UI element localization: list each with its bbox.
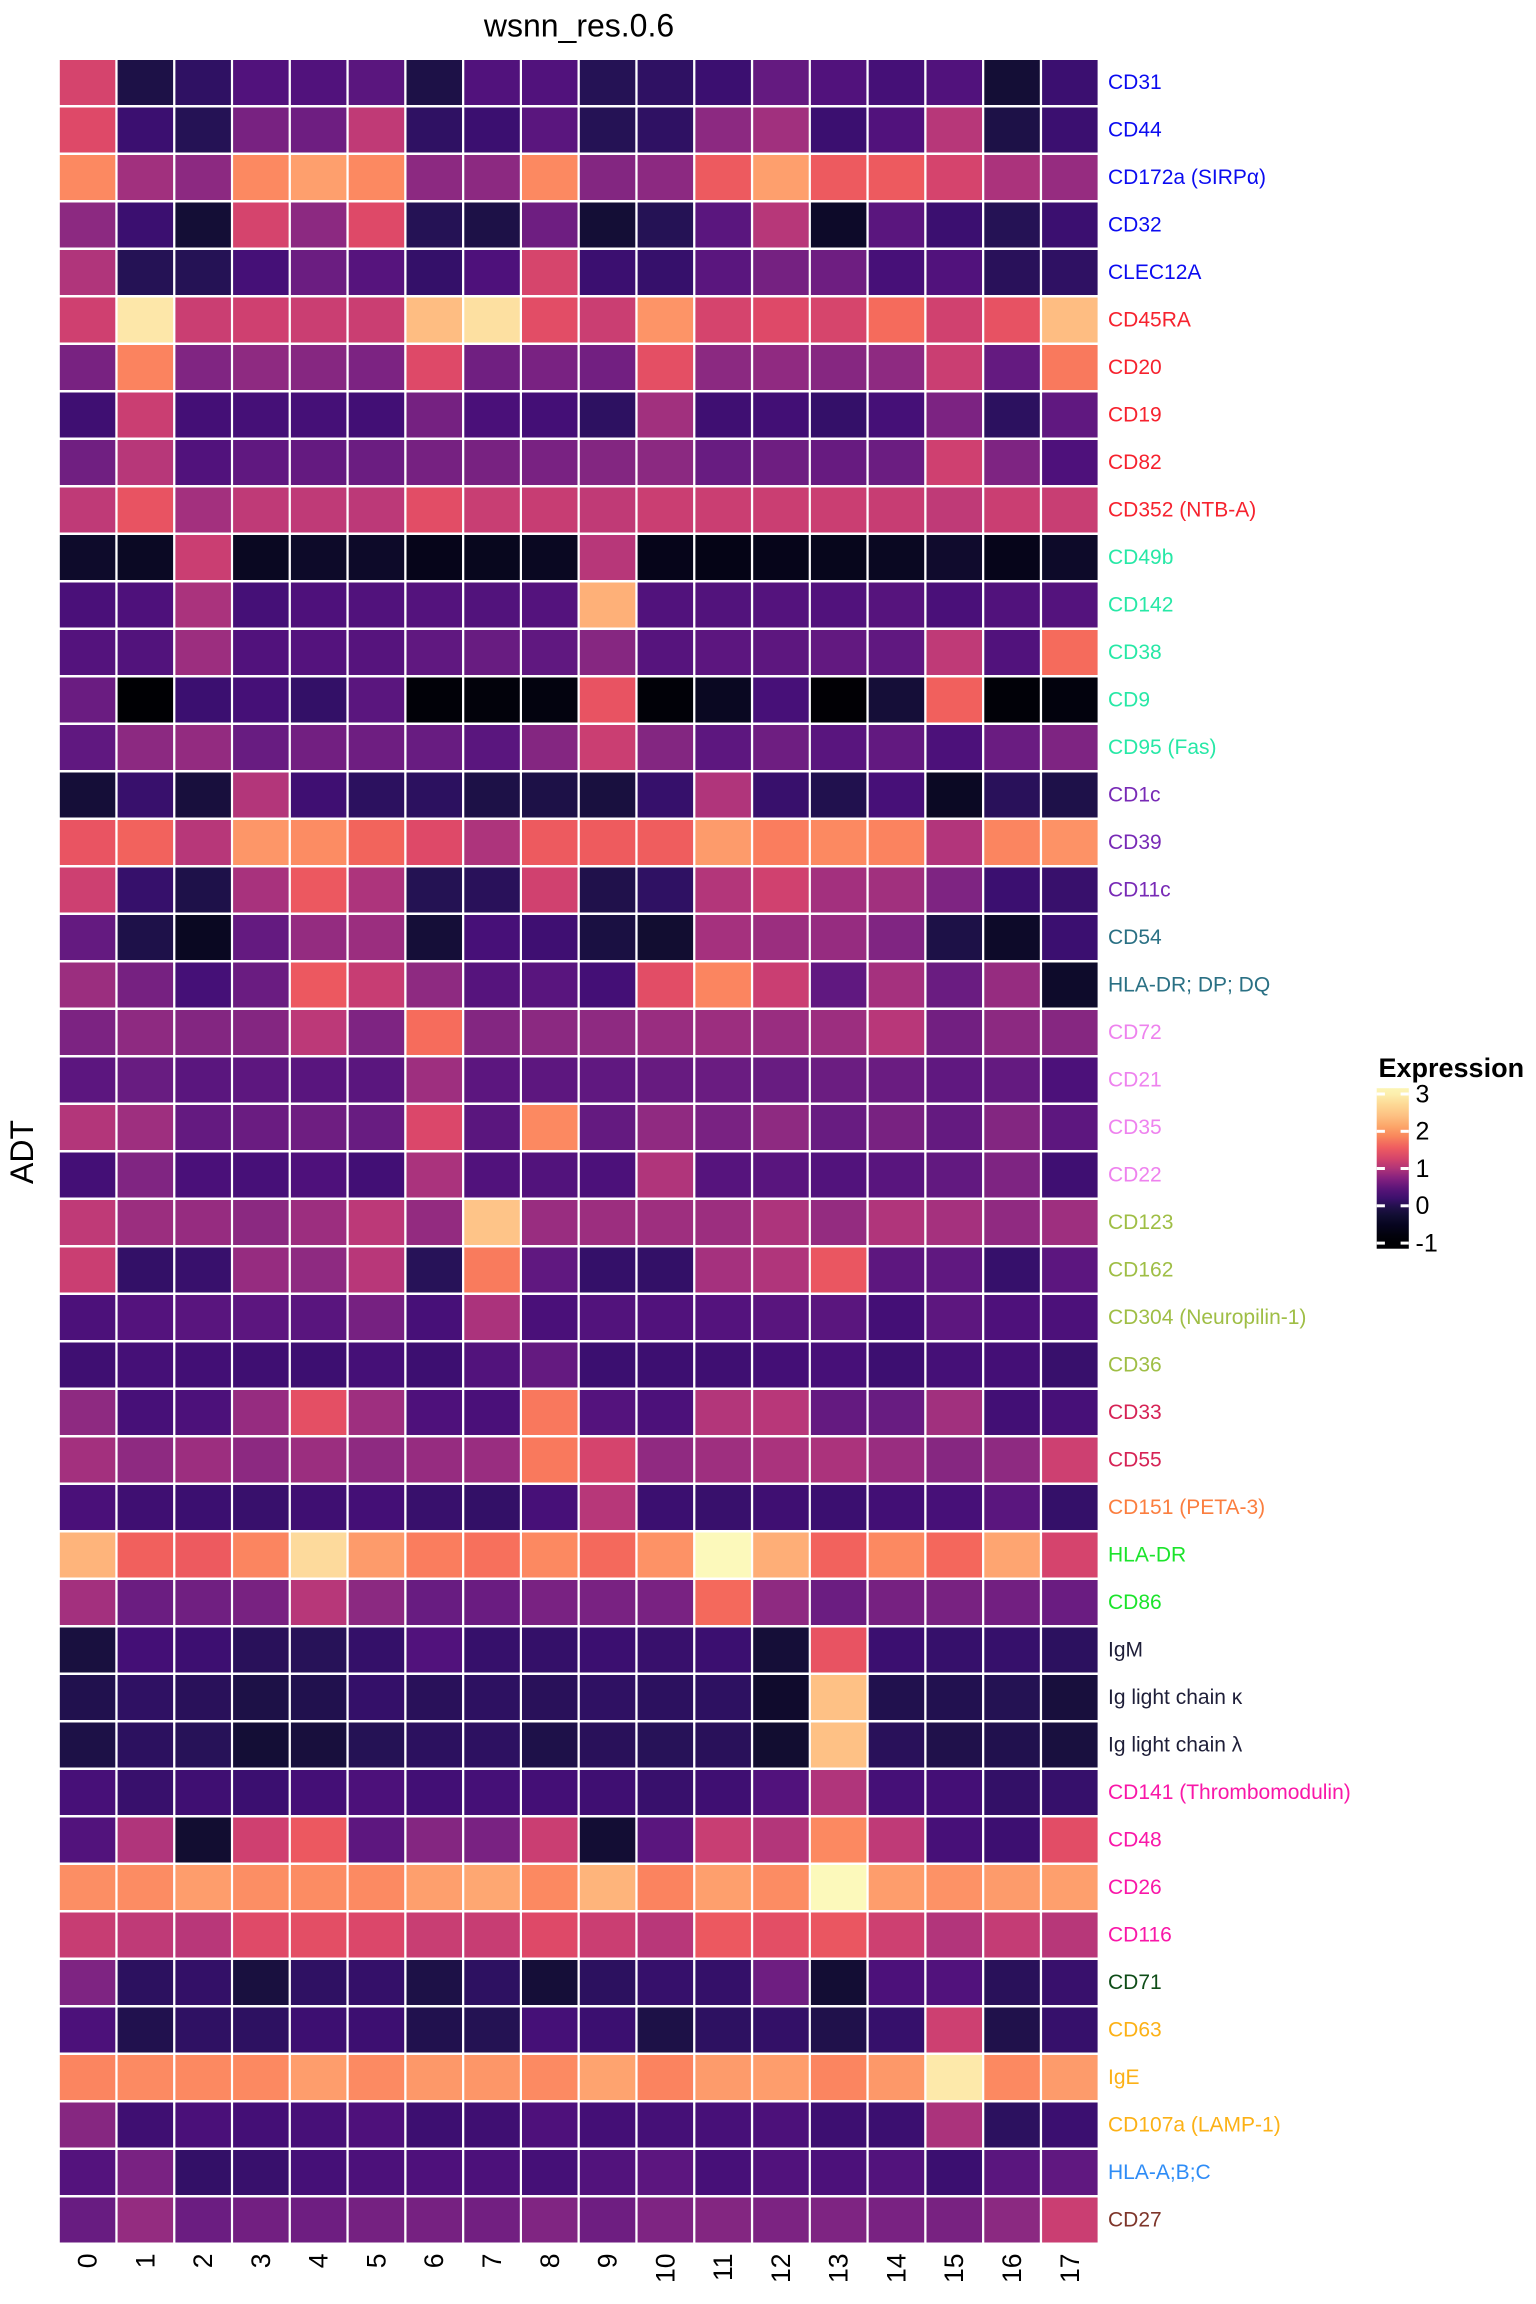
svg-text:CD45RA: CD45RA bbox=[1108, 309, 1191, 332]
svg-text:CD107a (LAMP-1): CD107a (LAMP-1) bbox=[1108, 2114, 1281, 2137]
svg-text:CD36: CD36 bbox=[1108, 1354, 1162, 1377]
svg-text:CD72: CD72 bbox=[1108, 1021, 1162, 1044]
svg-text:1: 1 bbox=[130, 2254, 160, 2269]
svg-text:IgE: IgE bbox=[1108, 2066, 1140, 2089]
svg-text:CD9: CD9 bbox=[1108, 689, 1150, 712]
svg-text:17: 17 bbox=[1055, 2254, 1085, 2283]
svg-text:CD27: CD27 bbox=[1108, 2209, 1162, 2232]
svg-text:13: 13 bbox=[824, 2254, 854, 2283]
svg-text:10: 10 bbox=[650, 2254, 680, 2283]
svg-text:CD162: CD162 bbox=[1108, 1259, 1173, 1282]
svg-text:CD33: CD33 bbox=[1108, 1401, 1162, 1424]
svg-text:CD32: CD32 bbox=[1108, 214, 1162, 237]
svg-text:2: 2 bbox=[1416, 1118, 1430, 1146]
svg-text:IgM: IgM bbox=[1108, 1639, 1143, 1662]
svg-text:9: 9 bbox=[593, 2254, 623, 2269]
svg-text:CD54: CD54 bbox=[1108, 926, 1162, 949]
svg-text:12: 12 bbox=[766, 2254, 796, 2283]
svg-text:wsnn_res.0.6: wsnn_res.0.6 bbox=[483, 8, 674, 44]
svg-text:CD151 (PETA-3): CD151 (PETA-3) bbox=[1108, 1496, 1265, 1519]
svg-text:CLEC12A: CLEC12A bbox=[1108, 261, 1201, 284]
svg-text:CD71: CD71 bbox=[1108, 1971, 1162, 1994]
svg-text:CD19: CD19 bbox=[1108, 404, 1162, 427]
svg-text:CD95 (Fas): CD95 (Fas) bbox=[1108, 736, 1217, 759]
svg-text:CD44: CD44 bbox=[1108, 119, 1162, 142]
svg-text:CD172a (SIRPα): CD172a (SIRPα) bbox=[1108, 166, 1266, 189]
svg-text:ADT: ADT bbox=[4, 1120, 40, 1184]
svg-text:CD35: CD35 bbox=[1108, 1116, 1162, 1139]
svg-text:14: 14 bbox=[882, 2254, 912, 2283]
svg-text:11: 11 bbox=[708, 2254, 738, 2282]
svg-text:7: 7 bbox=[477, 2254, 507, 2269]
svg-text:3: 3 bbox=[1416, 1080, 1430, 1108]
svg-text:CD142: CD142 bbox=[1108, 594, 1173, 617]
svg-text:4: 4 bbox=[304, 2254, 334, 2269]
svg-text:HLA-DR: HLA-DR bbox=[1108, 1544, 1186, 1567]
svg-text:8: 8 bbox=[535, 2254, 565, 2269]
svg-text:15: 15 bbox=[939, 2254, 969, 2283]
svg-text:CD20: CD20 bbox=[1108, 356, 1162, 379]
svg-text:CD22: CD22 bbox=[1108, 1164, 1162, 1187]
svg-text:Expression: Expression bbox=[1379, 1053, 1525, 1083]
svg-text:CD86: CD86 bbox=[1108, 1591, 1162, 1614]
svg-text:Ig light chain λ: Ig light chain λ bbox=[1108, 1734, 1243, 1757]
svg-text:CD38: CD38 bbox=[1108, 641, 1162, 664]
svg-text:CD63: CD63 bbox=[1108, 2019, 1162, 2042]
svg-text:6: 6 bbox=[419, 2254, 449, 2269]
svg-text:CD49b: CD49b bbox=[1108, 546, 1173, 569]
svg-text:CD82: CD82 bbox=[1108, 451, 1162, 474]
svg-text:3: 3 bbox=[246, 2254, 276, 2269]
svg-text:CD304 (Neuropilin-1): CD304 (Neuropilin-1) bbox=[1108, 1306, 1306, 1329]
svg-text:CD11c: CD11c bbox=[1108, 879, 1171, 902]
svg-text:CD48: CD48 bbox=[1108, 1829, 1162, 1852]
svg-text:-1: -1 bbox=[1416, 1229, 1438, 1257]
svg-text:CD352 (NTB-A): CD352 (NTB-A) bbox=[1108, 499, 1256, 522]
svg-text:0: 0 bbox=[1416, 1192, 1430, 1220]
svg-text:5: 5 bbox=[361, 2254, 391, 2269]
svg-text:CD123: CD123 bbox=[1108, 1211, 1173, 1234]
svg-text:HLA-DR; DP; DQ: HLA-DR; DP; DQ bbox=[1108, 974, 1270, 997]
svg-text:CD55: CD55 bbox=[1108, 1449, 1162, 1472]
svg-text:CD116: CD116 bbox=[1108, 1924, 1172, 1947]
svg-text:CD1c: CD1c bbox=[1108, 784, 1161, 807]
svg-text:2: 2 bbox=[188, 2254, 218, 2269]
svg-text:CD21: CD21 bbox=[1108, 1069, 1162, 1092]
svg-text:CD141 (Thrombomodulin): CD141 (Thrombomodulin) bbox=[1108, 1781, 1351, 1804]
svg-text:CD39: CD39 bbox=[1108, 831, 1162, 854]
svg-text:16: 16 bbox=[997, 2254, 1027, 2283]
svg-text:CD26: CD26 bbox=[1108, 1876, 1162, 1899]
svg-text:0: 0 bbox=[73, 2254, 103, 2269]
svg-text:HLA-A;B;C: HLA-A;B;C bbox=[1108, 2161, 1211, 2184]
svg-text:Ig light chain κ: Ig light chain κ bbox=[1108, 1686, 1243, 1709]
svg-text:CD31: CD31 bbox=[1108, 71, 1162, 94]
svg-text:1: 1 bbox=[1416, 1155, 1430, 1183]
